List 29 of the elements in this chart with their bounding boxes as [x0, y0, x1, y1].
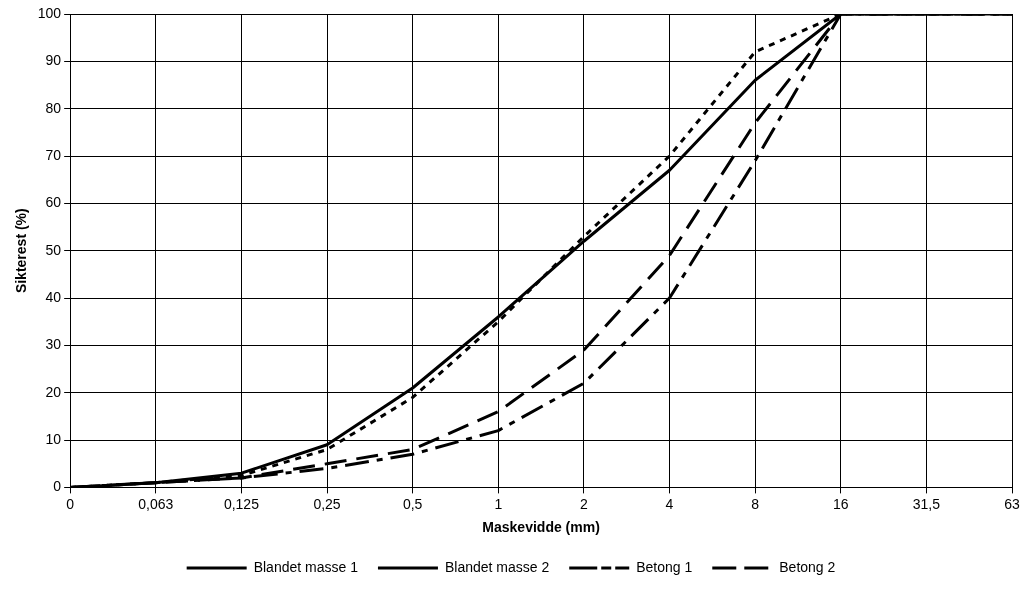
y-tick-label: 50: [45, 241, 62, 258]
y-tick-label: 90: [45, 52, 62, 69]
legend-label: Betong 2: [779, 558, 836, 575]
x-tick-label: 8: [751, 495, 760, 512]
x-axis-title: Maskevidde (mm): [482, 519, 600, 536]
y-tick-label: 20: [45, 383, 62, 400]
legend-label: Betong 1: [636, 558, 693, 575]
y-tick-label: 40: [45, 288, 62, 305]
x-tick-label: 0: [66, 495, 75, 512]
y-tick-label: 30: [45, 336, 62, 353]
y-axis-title: Sikterest (%): [13, 208, 30, 294]
y-tick-label: 60: [45, 194, 62, 211]
y-tick-label: 10: [45, 430, 62, 447]
x-tick-label: 31,5: [912, 495, 941, 512]
x-tick-label: 4: [665, 495, 674, 512]
x-tick-label: 0,125: [223, 495, 260, 512]
legend-label: Blandet masse 2: [444, 558, 550, 575]
x-tick-label: 2: [579, 495, 588, 512]
x-tick-label: 63: [1004, 495, 1020, 512]
x-tick-label: 0,25: [313, 495, 341, 512]
y-tick-label: 80: [45, 99, 62, 116]
x-tick-label: 1: [494, 495, 503, 512]
y-tick-label: 70: [45, 146, 62, 163]
x-tick-label: 0,063: [138, 495, 174, 512]
y-tick-label: 0: [53, 478, 62, 495]
y-tick-label: 100: [37, 4, 62, 21]
legend-label: Blandet masse 1: [253, 558, 359, 575]
x-tick-label: 16: [832, 495, 849, 512]
x-tick-label: 0,5: [402, 495, 423, 512]
